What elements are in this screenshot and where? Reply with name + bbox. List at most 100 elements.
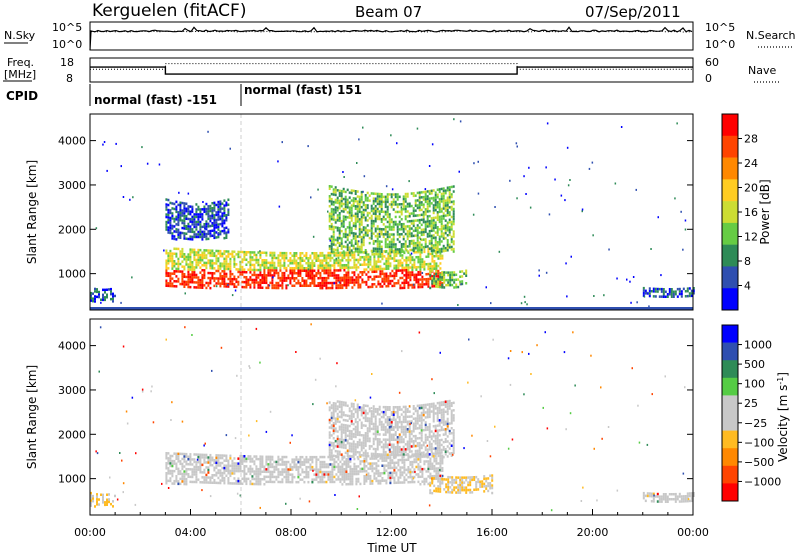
velocity-cell-908 xyxy=(399,476,402,479)
velocity-cell-1580 xyxy=(398,440,401,444)
velocity-cell-71 xyxy=(181,467,184,471)
power-cell-950 xyxy=(353,253,356,257)
velocity-cell-548 xyxy=(305,460,308,464)
power-cell-372 xyxy=(237,283,240,286)
power-cell-1642 xyxy=(199,210,202,214)
velocity-cell-1505 xyxy=(388,441,391,444)
power-cell-162 xyxy=(195,273,198,277)
velocity-cell-1296 xyxy=(356,451,359,454)
power-cell-203 xyxy=(203,254,206,257)
velocity-cell-1245 xyxy=(350,437,353,441)
power-cell-1054 xyxy=(375,285,378,288)
velocity-cell-524 xyxy=(297,473,300,476)
power-cell-729 xyxy=(311,274,314,277)
power-cell-2108 xyxy=(364,234,367,237)
velocity-cell-1620 xyxy=(404,425,407,429)
power-cell-633 xyxy=(293,252,296,255)
power-cell-1423 xyxy=(443,281,446,284)
power-cell-1671 xyxy=(205,210,208,213)
velocity-cell-1075 xyxy=(328,408,331,412)
power-cell-765 xyxy=(319,264,322,267)
power-cell-2238 xyxy=(382,233,385,236)
power-cell-267 xyxy=(217,252,220,255)
power-cell-1593 xyxy=(189,217,192,221)
power-cell-1226 xyxy=(409,283,412,287)
power-cell-2886 xyxy=(672,295,675,298)
velocity-cell-554 xyxy=(307,458,310,461)
power-cell-1293 xyxy=(423,263,426,266)
power-cell-771 xyxy=(319,284,322,287)
velocity-cell-1749 xyxy=(422,451,425,454)
power-cell-2756 xyxy=(448,196,451,199)
velocity-cell-250 xyxy=(225,459,228,462)
velocity-cell-10 xyxy=(165,482,168,485)
power-cell-483 xyxy=(261,274,264,277)
velocity-cell-762 xyxy=(363,460,366,463)
power-cell-1184 xyxy=(403,259,406,262)
velocity-cell-1665 xyxy=(410,455,413,458)
power-cell-2517 xyxy=(420,243,423,247)
power-cell-2755 xyxy=(448,193,451,197)
power-cell-1839 xyxy=(332,225,335,229)
power-cell-996 xyxy=(363,260,366,264)
power-cell-959 xyxy=(353,281,356,284)
velocity-cell-766 xyxy=(363,470,366,473)
power-cell-433 xyxy=(251,273,254,277)
power-cell-880 xyxy=(339,269,342,272)
power-cell-1626 xyxy=(195,223,198,226)
power-cell-2808 xyxy=(92,292,94,295)
velocity-cell-1353 xyxy=(366,417,369,420)
power-cell-107 xyxy=(187,255,190,259)
velocity-cell-231 xyxy=(221,454,224,457)
power-cell-2604 xyxy=(432,196,435,200)
power-cell-1225 xyxy=(409,278,412,282)
power-cell-576 xyxy=(279,276,282,280)
power-cell-2838 xyxy=(110,297,112,301)
power-cell-2404 xyxy=(406,192,409,196)
velocity-cell-1072 xyxy=(441,482,444,485)
power-cell-299 xyxy=(223,260,226,263)
power-cell-2051 xyxy=(358,218,361,221)
power-cell-1751 xyxy=(219,210,222,213)
power-cell-1426 xyxy=(445,278,448,282)
velocity-cell-1698 xyxy=(416,419,419,423)
velocity-cell-594 xyxy=(319,460,322,464)
power-cell-166 xyxy=(197,248,200,252)
power-cell-1882 xyxy=(338,194,341,197)
velocity-cell-1355 xyxy=(366,427,369,430)
power-cell-561 xyxy=(277,261,280,265)
power-cell-1037 xyxy=(373,258,376,261)
power-cell-1647 xyxy=(199,225,202,229)
power-cell-527 xyxy=(271,254,274,257)
velocity-cell-799 xyxy=(371,479,374,483)
power-cell-1954 xyxy=(346,236,349,239)
power-cell-2116 xyxy=(366,211,369,215)
velocity-cell-1816 xyxy=(432,435,435,438)
velocity-cell-1221 xyxy=(348,409,351,413)
power-cell-1203 xyxy=(405,281,408,284)
velocity-cell-845 xyxy=(383,479,386,482)
velocity-cell-958 xyxy=(413,458,416,461)
power-cell-1489 xyxy=(169,201,172,205)
power-cell-808 xyxy=(325,286,328,290)
velocity-cell-1262 xyxy=(352,445,355,448)
velocity-cell-509 xyxy=(293,460,296,464)
power-cell-1799 xyxy=(328,205,331,208)
power-cell-1901 xyxy=(340,197,343,200)
velocity-cell-1222 xyxy=(348,414,351,418)
power-cell-498 xyxy=(263,281,266,284)
power-cell-2294 xyxy=(390,205,393,209)
power-cell-1781 xyxy=(225,216,228,219)
power-cell-1061 xyxy=(377,275,380,278)
power-cell-302 xyxy=(223,267,226,271)
velocity-cell-1539 xyxy=(392,456,395,459)
power-cell-725 xyxy=(311,264,314,267)
velocity-cell-429 xyxy=(271,455,274,459)
velocity-cell-1619 xyxy=(404,420,407,424)
power-cell-913 xyxy=(345,274,348,277)
velocity-cell-1481 xyxy=(386,408,389,411)
power-cell-2673 xyxy=(438,240,441,244)
power-cell-489 xyxy=(263,259,266,262)
velocity-cell-1308 xyxy=(360,406,363,409)
power-cell-490 xyxy=(263,261,266,264)
